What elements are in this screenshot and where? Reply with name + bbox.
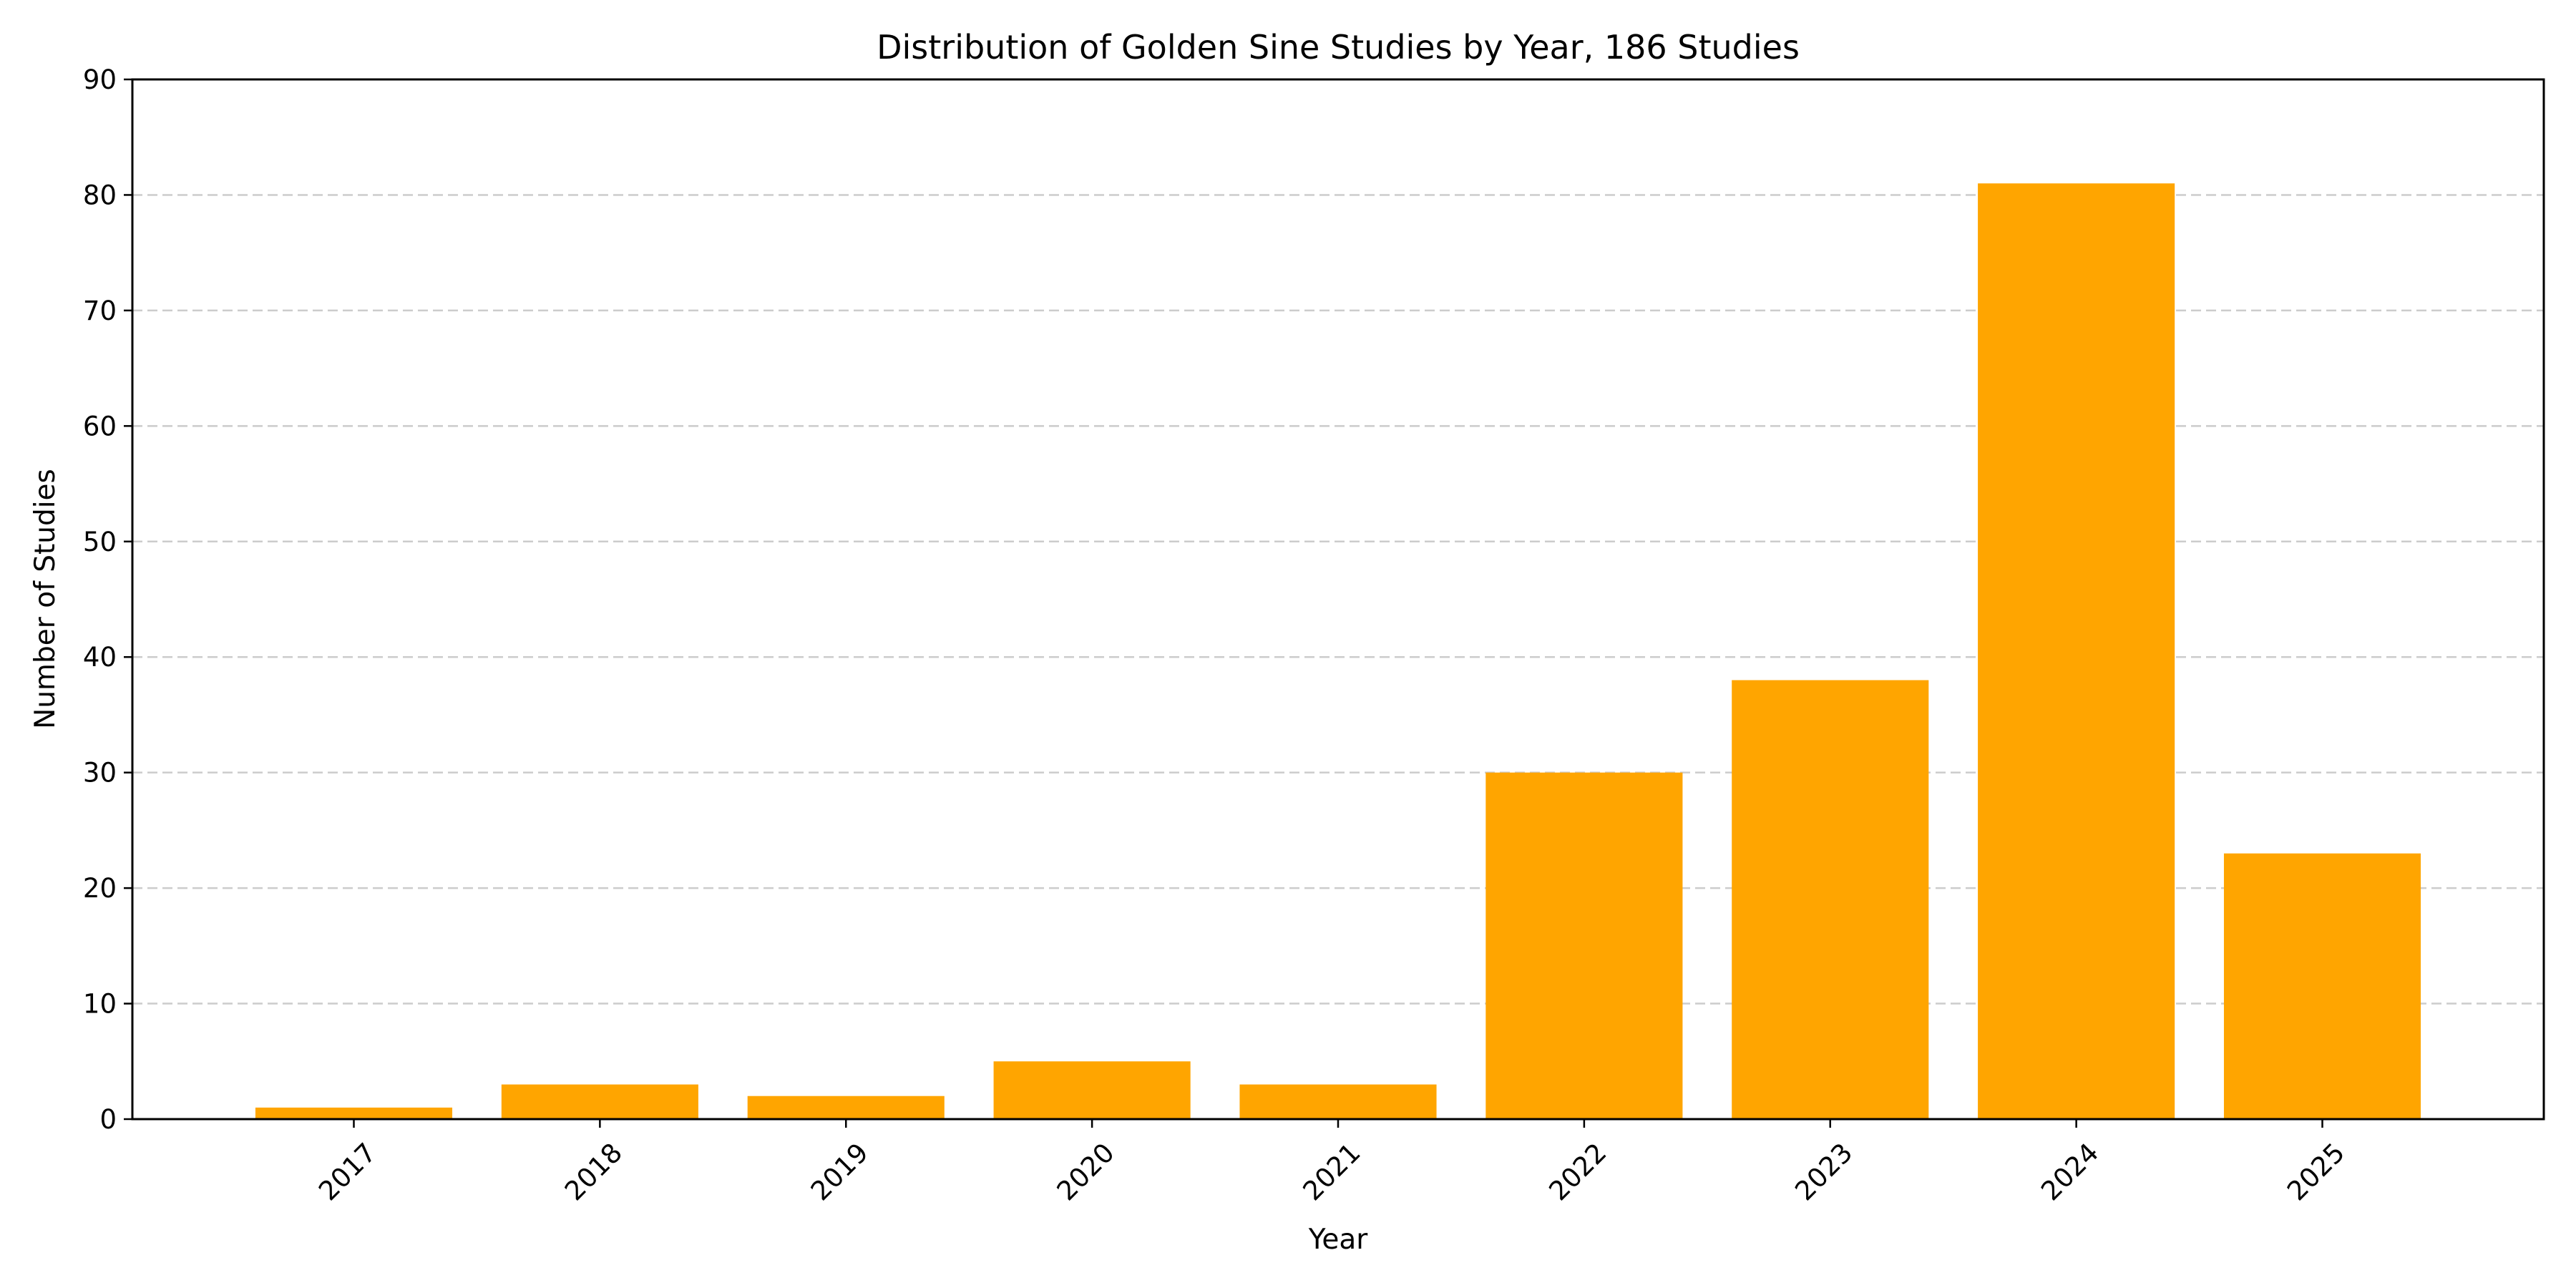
- bar-2020: [993, 1061, 1191, 1119]
- y-tick-label: 90: [83, 64, 117, 95]
- x-tick-label: 2021: [1297, 1137, 1367, 1206]
- y-tick-label: 60: [83, 411, 117, 441]
- bar-2022: [1485, 772, 1683, 1119]
- bar-2025: [2223, 853, 2421, 1119]
- bar-2017: [255, 1107, 453, 1119]
- x-tick-label: 2017: [313, 1137, 382, 1206]
- y-tick-label: 10: [83, 989, 117, 1020]
- bar-2019: [747, 1096, 945, 1119]
- bar-2021: [1239, 1084, 1437, 1119]
- bar-2018: [501, 1084, 698, 1119]
- y-tick-label: 80: [83, 180, 117, 210]
- chart-title: Distribution of Golden Sine Studies by Y…: [877, 28, 1800, 67]
- y-tick-label: 70: [83, 296, 117, 326]
- x-tick-label: 2022: [1543, 1137, 1612, 1206]
- y-tick-label: 20: [83, 873, 117, 904]
- y-axis-ticks: 0 10 20 30 40 50 60 70 80 90: [83, 64, 132, 1135]
- y-axis-label: Number of Studies: [29, 469, 62, 729]
- x-tick-label: 2024: [2035, 1137, 2104, 1206]
- x-axis-label: Year: [1308, 1224, 1369, 1256]
- x-axis-ticks: 2017 2018 2019 2020 2021 2022 2023 2024 2025: [313, 1119, 2351, 1206]
- y-tick-label: 40: [83, 642, 117, 673]
- y-tick-label: 50: [83, 527, 117, 557]
- x-tick-label: 2018: [559, 1137, 628, 1206]
- grid-lines: [132, 194, 2544, 1005]
- bar-2023: [1732, 680, 1929, 1119]
- x-tick-label: 2020: [1051, 1137, 1121, 1206]
- plot-frame: [131, 78, 2545, 1121]
- x-tick-label: 2023: [1789, 1137, 1858, 1206]
- y-tick-label: 0: [99, 1104, 117, 1135]
- bar-2024: [1978, 183, 2175, 1119]
- x-tick-label: 2019: [805, 1137, 874, 1206]
- x-tick-label: 2025: [2281, 1137, 2351, 1206]
- bars: [255, 183, 2421, 1119]
- y-tick-label: 30: [83, 758, 117, 789]
